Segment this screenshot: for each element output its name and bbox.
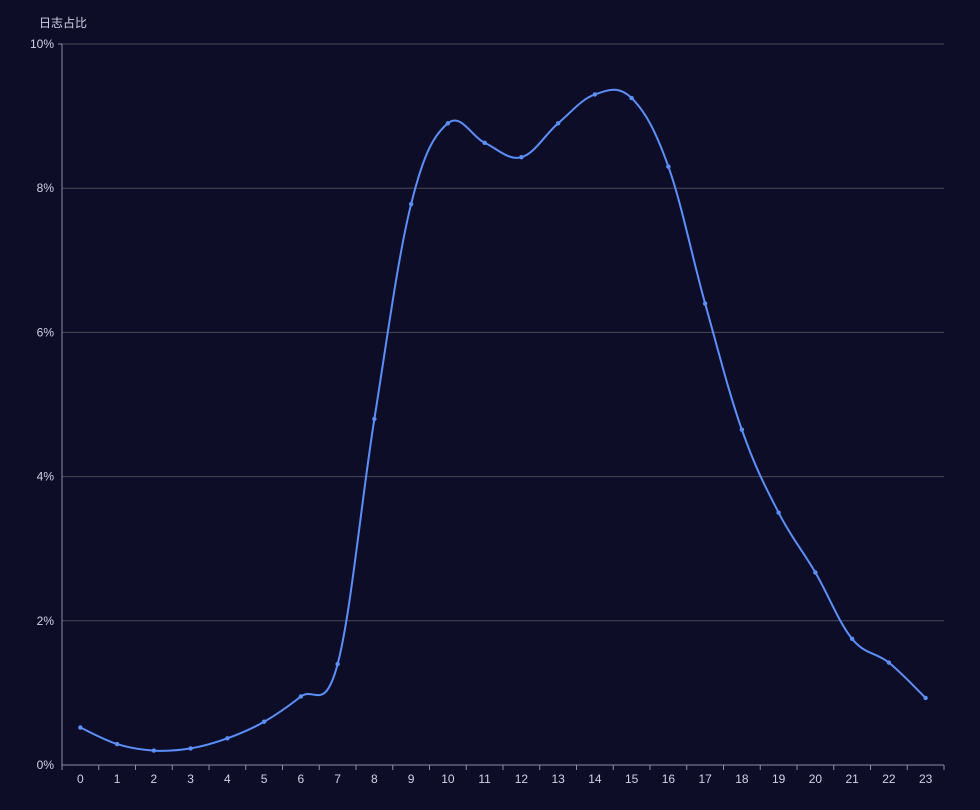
data-point[interactable]	[298, 694, 304, 699]
data-point[interactable]	[849, 636, 855, 642]
x-tick-label: 9	[408, 772, 415, 786]
data-point[interactable]	[739, 427, 745, 432]
x-tick-label: 12	[515, 772, 529, 786]
x-tick-label: 4	[224, 772, 231, 786]
data-point[interactable]	[482, 140, 487, 145]
data-point[interactable]	[151, 748, 157, 753]
x-tick-label: 18	[735, 772, 749, 786]
data-point[interactable]	[372, 416, 377, 422]
y-tick-label: 8%	[37, 181, 55, 195]
data-point[interactable]	[886, 660, 892, 665]
x-tick-label: 16	[662, 772, 676, 786]
data-point[interactable]	[592, 92, 598, 97]
y-tick-labels: 0% 2% 4% 6% 8% 10%	[30, 37, 54, 772]
series-group	[78, 88, 928, 753]
x-tick-label: 8	[371, 772, 378, 786]
data-point[interactable]	[335, 661, 340, 667]
data-point[interactable]	[261, 719, 267, 724]
x-tick-label: 6	[298, 772, 305, 786]
data-point[interactable]	[702, 301, 708, 306]
x-tick-label: 22	[882, 772, 896, 786]
x-tick-label: 10	[441, 772, 455, 786]
x-tick-label: 13	[551, 772, 565, 786]
data-point[interactable]	[666, 164, 671, 169]
y-tick-label: 2%	[37, 614, 55, 628]
data-point[interactable]	[114, 741, 120, 747]
grid-lines	[62, 43, 944, 622]
data-point[interactable]	[629, 95, 634, 101]
x-tick-label: 20	[809, 772, 823, 786]
x-tick-label: 23	[919, 772, 933, 786]
data-point[interactable]	[813, 570, 818, 575]
x-tick-label: 2	[151, 772, 158, 786]
y-axis-title: 日志占比	[39, 15, 87, 30]
x-tick-labels: 0 1 2 3 4 5 6 7 8 9 10 11 12 13 14 15 16 17 18 19 20 21 22 23	[77, 772, 933, 786]
x-tick-label: 14	[588, 772, 602, 786]
data-point[interactable]	[445, 121, 451, 126]
x-tick-label: 3	[187, 772, 194, 786]
y-tick-label: 0%	[37, 758, 55, 772]
x-tick-label: 19	[772, 772, 786, 786]
x-tick-label: 1	[114, 772, 121, 786]
x-tick-label: 21	[845, 772, 859, 786]
y-tick-label: 6%	[37, 325, 55, 339]
data-point[interactable]	[776, 510, 781, 515]
x-tick-label: 5	[261, 772, 268, 786]
axes	[58, 43, 945, 770]
series-line	[79, 88, 927, 752]
data-point[interactable]	[78, 725, 83, 730]
data-point[interactable]	[555, 121, 561, 126]
x-tick-label: 0	[77, 772, 84, 786]
data-point[interactable]	[519, 154, 524, 160]
y-tick-label: 4%	[37, 470, 55, 484]
y-tick-label: 10%	[30, 37, 54, 51]
data-point[interactable]	[188, 746, 193, 751]
data-point[interactable]	[408, 201, 414, 207]
x-tick-label: 11	[478, 772, 491, 786]
x-tick-label: 7	[334, 772, 341, 786]
data-point[interactable]	[923, 695, 928, 701]
x-tick-label: 15	[625, 772, 639, 786]
x-tick-label: 17	[698, 772, 712, 786]
data-point[interactable]	[225, 736, 230, 741]
